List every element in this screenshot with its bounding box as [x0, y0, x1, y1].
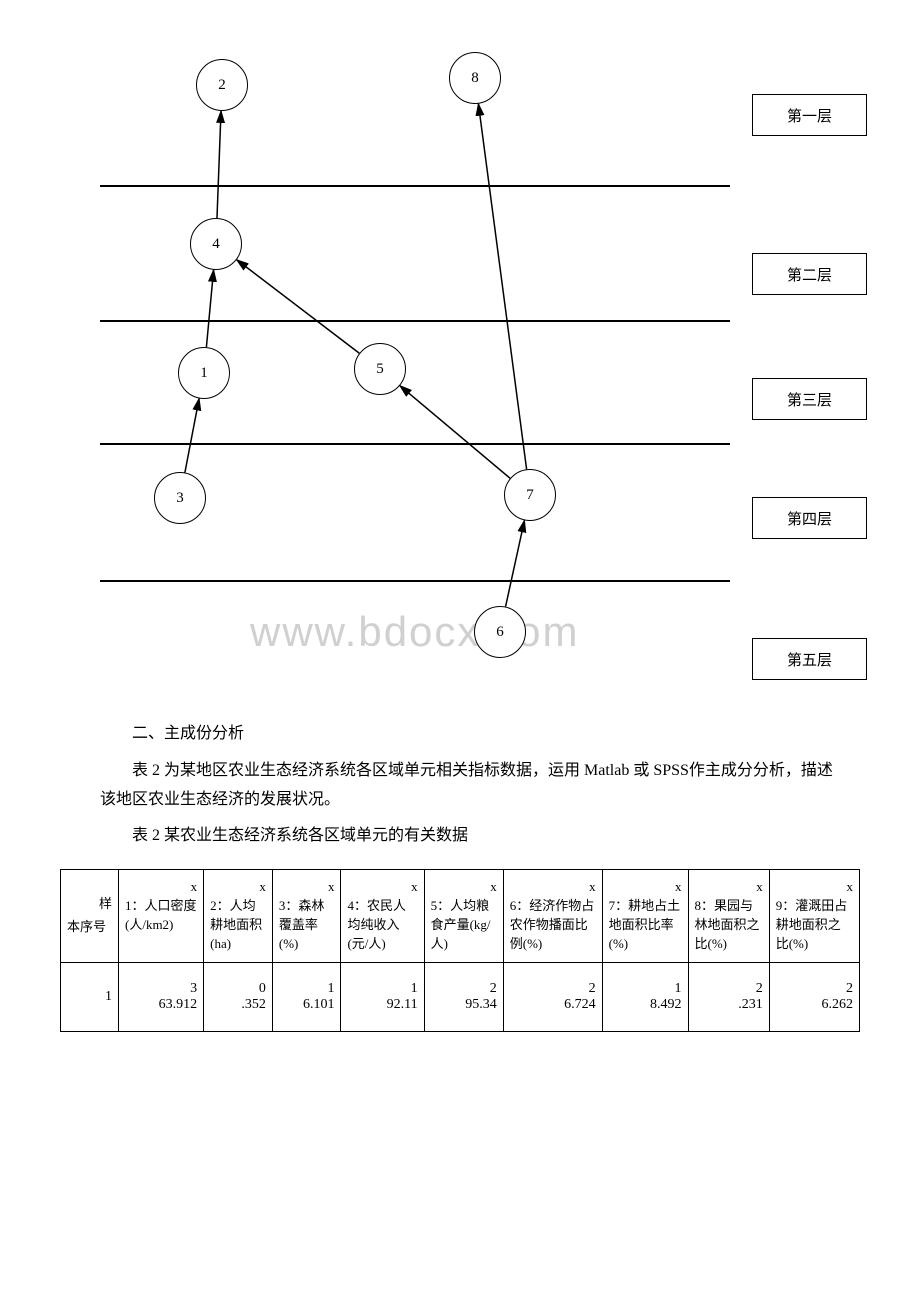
column-label: 1：人口密度(人/km2): [125, 898, 197, 932]
data-cell: 363.912: [119, 962, 204, 1031]
column-header: x9：灌溉田占耕地面积之比(%): [769, 870, 859, 962]
data-cell: 16.101: [272, 962, 341, 1031]
diagram-node: 8: [449, 52, 501, 104]
diagram-edge: [217, 111, 221, 218]
x-prefix: x: [279, 878, 335, 897]
data-cell: 0.352: [204, 962, 273, 1031]
column-header: x7：耕地占土地面积比率(%): [602, 870, 688, 962]
data-table-wrap: 样本序号 x1：人口密度(人/km2)x2：人均耕地面积(ha)x3：森林覆盖率…: [0, 859, 920, 1031]
column-label: 5：人均粮食产量(kg/人): [431, 898, 491, 951]
data-cell: 295.34: [424, 962, 503, 1031]
diagram-node: 7: [504, 469, 556, 521]
x-prefix: x: [609, 878, 682, 897]
data-cell: 26.262: [769, 962, 859, 1031]
diagram-edge: [400, 386, 510, 479]
column-header: x6：经济作物占农作物播面比例(%): [503, 870, 602, 962]
row-header-label: 本序号: [67, 919, 106, 934]
layer-label: 第三层: [752, 378, 867, 420]
column-label: 7：耕地占土地面积比率(%): [609, 898, 681, 951]
x-prefix: x: [510, 878, 596, 897]
row-index: 1: [61, 962, 119, 1031]
diagram-node: 6: [474, 606, 526, 658]
column-label: 6：经济作物占农作物播面比例(%): [510, 898, 595, 951]
table-header-row: 样本序号 x1：人口密度(人/km2)x2：人均耕地面积(ha)x3：森林覆盖率…: [61, 870, 860, 962]
column-header: x5：人均粮食产量(kg/人): [424, 870, 503, 962]
section-heading: 二、主成份分析: [100, 720, 840, 749]
diagram-edge: [206, 270, 213, 347]
x-prefix: x: [695, 878, 763, 897]
x-prefix: x: [210, 878, 266, 897]
layer-label: 第五层: [752, 638, 867, 680]
column-label: 9：灌溉田占耕地面积之比(%): [776, 898, 848, 951]
diagram-node: 5: [354, 343, 406, 395]
diagram-edge: [478, 104, 526, 469]
layer-label: 第一层: [752, 94, 867, 136]
table-caption: 表 2 某农业生态经济系统各区域单元的有关数据: [100, 822, 840, 851]
diagram-node: 3: [154, 472, 206, 524]
data-cell: 192.11: [341, 962, 424, 1031]
x-prefix: x: [776, 878, 853, 897]
column-header: x3：森林覆盖率(%): [272, 870, 341, 962]
hierarchy-diagram: www.bdocx.com 12345678第一层第二层第三层第四层第五层: [0, 0, 920, 720]
diagram-node: 4: [190, 218, 242, 270]
column-label: 4：农民人均纯收入(元/人): [347, 898, 406, 951]
data-table: 样本序号 x1：人口密度(人/km2)x2：人均耕地面积(ha)x3：森林覆盖率…: [60, 869, 860, 1031]
layer-label: 第四层: [752, 497, 867, 539]
column-label: 2：人均耕地面积(ha): [210, 898, 262, 951]
diagram-node: 2: [196, 59, 248, 111]
x-prefix: x: [125, 878, 197, 897]
data-cell: 2.231: [688, 962, 769, 1031]
row-header-cell: 样本序号: [61, 870, 119, 962]
data-cell: 26.724: [503, 962, 602, 1031]
body-text: 二、主成份分析 表 2 为某地区农业生态经济系统各区域单元相关指标数据，运用 M…: [0, 720, 920, 851]
x-prefix: x: [347, 878, 417, 897]
table-data-row: 1 363.9120.35216.101192.11295.3426.72418…: [61, 962, 860, 1031]
diagram-edge: [237, 260, 360, 353]
diagram-node: 1: [178, 347, 230, 399]
paragraph-1: 表 2 为某地区农业生态经济系统各区域单元相关指标数据，运用 Matlab 或 …: [100, 757, 840, 815]
data-cell: 18.492: [602, 962, 688, 1031]
column-header: x8：果园与林地面积之比(%): [688, 870, 769, 962]
column-header: x2：人均耕地面积(ha): [204, 870, 273, 962]
column-label: 3：森林覆盖率(%): [279, 898, 325, 951]
column-label: 8：果园与林地面积之比(%): [695, 898, 760, 951]
column-header: x1：人口密度(人/km2): [119, 870, 204, 962]
layer-label: 第二层: [752, 253, 867, 295]
diagram-edge: [506, 520, 525, 606]
column-header: x4：农民人均纯收入(元/人): [341, 870, 424, 962]
x-prefix: x: [431, 878, 497, 897]
row-header-suffix: 样: [67, 895, 112, 918]
diagram-edge: [185, 399, 199, 473]
